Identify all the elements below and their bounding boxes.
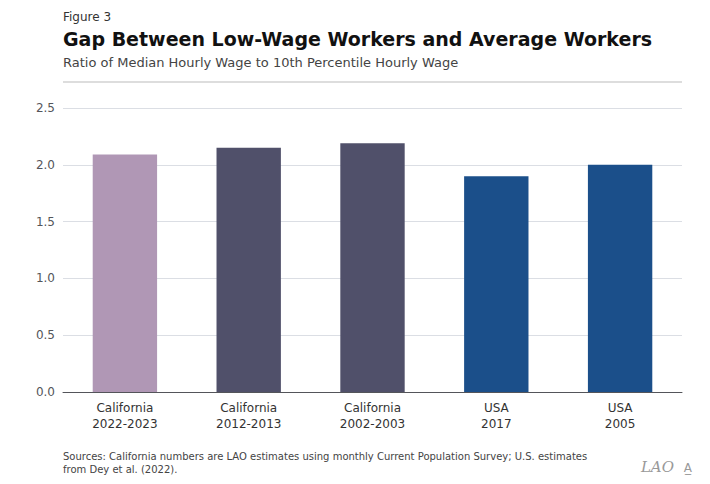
svg-text:0.5: 0.5 [36,328,55,342]
svg-text:California: California [96,401,153,415]
svg-text:California: California [220,401,277,415]
svg-text:2012-2013: 2012-2013 [216,417,281,431]
svg-text:California: California [344,401,401,415]
svg-text:Figure 3: Figure 3 [63,10,111,24]
svg-text:LAO: LAO [640,458,674,476]
svg-text:Gap Between Low-Wage Workers a: Gap Between Low-Wage Workers and Average… [63,28,652,50]
svg-text:2.5: 2.5 [36,101,55,115]
svg-text:2005: 2005 [605,417,636,431]
svg-text:1.0: 1.0 [36,271,55,285]
svg-text:USA: USA [484,401,510,415]
svg-text:USA: USA [608,401,634,415]
svg-text:2017: 2017 [481,417,512,431]
svg-text:Ratio of Median Hourly Wage to: Ratio of Median Hourly Wage to 10th Perc… [63,55,458,70]
svg-text:0.0: 0.0 [36,385,55,399]
svg-text:2022-2023: 2022-2023 [92,417,157,431]
svg-text:A̲: A̲ [684,461,693,475]
svg-text:2.0: 2.0 [36,158,55,172]
svg-text:2002-2003: 2002-2003 [340,417,405,431]
svg-text:from Dey et al. (2022).: from Dey et al. (2022). [63,464,177,475]
svg-text:Sources: California numbers ar: Sources: California numbers are LAO esti… [63,451,590,462]
svg-text:1.5: 1.5 [36,215,55,229]
